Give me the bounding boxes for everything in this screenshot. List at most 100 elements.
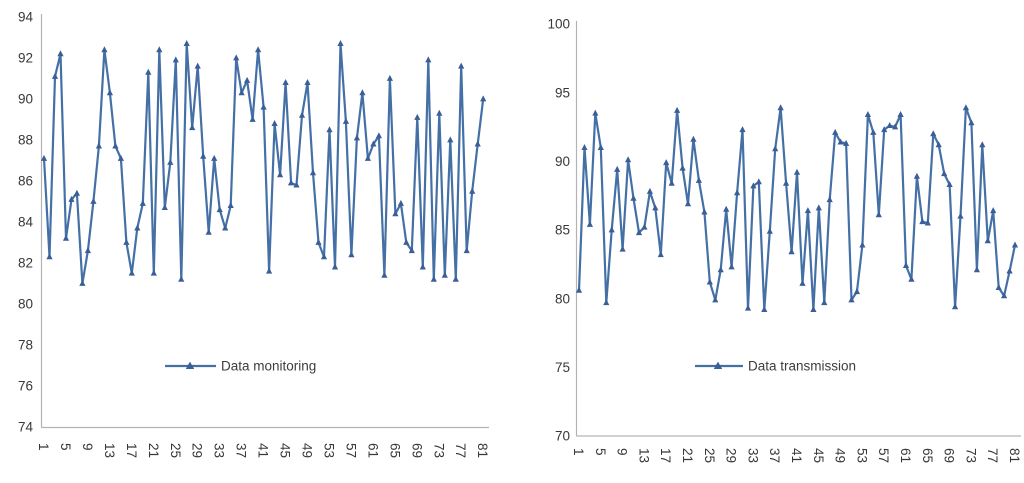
data-point-triangle-marker: [652, 204, 659, 211]
data-point-triangle-marker: [315, 238, 322, 245]
y-tick-label: 100: [547, 17, 570, 32]
data-point-triangle-marker: [293, 181, 300, 188]
x-tick-label: 21: [680, 448, 695, 463]
data-point-triangle-marker: [777, 104, 784, 111]
data-point-triangle-marker: [381, 271, 388, 278]
x-tick-label: 65: [387, 443, 402, 458]
data-point-triangle-marker: [706, 278, 713, 285]
x-tick-label: 13: [636, 448, 651, 463]
data-point-triangle-marker: [973, 266, 980, 273]
data-point-triangle-marker: [734, 189, 741, 196]
data-point-triangle-marker: [266, 267, 273, 274]
data-point-triangle-marker: [641, 223, 648, 230]
x-tick-label: 77: [985, 448, 1000, 463]
data-point-triangle-marker: [40, 154, 48, 161]
data-point-triangle-marker: [233, 54, 240, 61]
data-point-triangle-marker: [674, 106, 681, 113]
data-point-triangle-marker: [271, 120, 278, 126]
data-point-triangle-marker: [62, 234, 70, 241]
data-point-triangle-marker: [469, 187, 476, 194]
data-point-triangle-marker: [772, 145, 779, 152]
left-chart-series: [40, 40, 487, 286]
data-point-triangle-marker: [608, 226, 615, 233]
data-point-triangle-marker: [788, 248, 795, 255]
y-tick-label: 76: [18, 379, 33, 394]
y-tick-label: 88: [18, 133, 33, 148]
data-point-triangle-marker: [870, 128, 877, 135]
left-chart-legend: Data monitoring: [165, 359, 316, 374]
data-point-triangle-marker: [804, 207, 811, 214]
data-point-triangle-marker: [946, 181, 953, 187]
x-tick-label: 41: [256, 443, 271, 458]
data-point-triangle-marker: [222, 224, 229, 231]
data-point-triangle-marker: [178, 275, 185, 282]
y-tick-label: 74: [18, 420, 34, 435]
data-point-triangle-marker: [320, 253, 328, 260]
x-tick-label: 25: [168, 443, 183, 458]
x-tick-label: 9: [80, 443, 95, 451]
data-point-triangle-marker: [597, 144, 604, 150]
data-point-triangle-marker: [581, 144, 588, 150]
data-point-triangle-marker: [255, 46, 262, 53]
data-point-triangle-marker: [859, 241, 866, 248]
y-tick-label: 94: [18, 10, 34, 25]
data-point-triangle-marker: [684, 200, 692, 207]
right-chart: 100 95 90 85 80 75 70 1 5 9 13 17 21 25 29 33 37 41 45 49 5…: [547, 17, 1022, 463]
right-chart-series: [575, 104, 1019, 312]
x-tick-label: 69: [409, 443, 424, 458]
data-point-triangle-marker: [995, 284, 1002, 290]
data-point-triangle-marker: [848, 296, 855, 303]
data-point-triangle-marker: [375, 132, 382, 139]
data-point-triangle-marker: [79, 279, 86, 286]
x-tick-label: 53: [854, 448, 869, 463]
data-point-triangle-marker: [941, 170, 948, 177]
x-tick-label: 17: [658, 448, 673, 463]
data-point-triangle-marker: [353, 134, 360, 141]
x-tick-label: 21: [146, 443, 161, 458]
data-point-triangle-marker: [447, 136, 454, 143]
data-point-triangle-marker: [408, 247, 415, 254]
data-point-triangle-marker: [919, 218, 926, 225]
x-tick-label: 49: [833, 448, 848, 463]
data-point-triangle-marker: [766, 227, 773, 234]
data-point-triangle-marker: [962, 104, 970, 111]
x-tick-label: 17: [124, 443, 139, 458]
y-tick-label: 90: [18, 92, 33, 107]
data-point-triangle-marker: [657, 251, 664, 258]
data-point-triangle-marker: [881, 126, 888, 133]
x-tick-label: 61: [365, 443, 380, 458]
x-tick-label: 81: [1007, 448, 1022, 463]
data-point-triangle-marker: [298, 111, 306, 118]
right-chart-legend: Data transmission: [695, 359, 856, 374]
data-point-triangle-marker: [728, 263, 735, 270]
data-point-triangle-marker: [128, 269, 135, 276]
data-point-triangle-marker: [663, 159, 670, 166]
data-point-triangle-marker: [304, 79, 311, 85]
data-point-triangle-marker: [930, 130, 937, 137]
data-point-triangle-marker: [630, 194, 637, 201]
data-point-triangle-marker: [244, 76, 251, 83]
data-point-triangle-marker: [436, 109, 443, 116]
data-point-triangle-marker: [902, 262, 910, 268]
data-point-triangle-marker: [897, 111, 904, 117]
data-point-triangle-marker: [101, 46, 108, 53]
y-tick-label: 90: [555, 154, 570, 169]
data-point-triangle-marker: [183, 40, 190, 46]
data-point-triangle-marker: [216, 206, 223, 213]
data-point-triangle-marker: [337, 40, 344, 46]
data-point-triangle-marker: [172, 56, 179, 63]
data-point-triangle-marker: [414, 113, 421, 120]
data-point-triangle-marker: [458, 62, 465, 69]
data-point-triangle-marker: [695, 176, 702, 183]
data-point-triangle-marker: [277, 171, 284, 178]
data-point-triangle-marker: [480, 95, 487, 102]
data-point-triangle-marker: [750, 182, 757, 189]
x-tick-label: 13: [102, 443, 117, 458]
data-point-triangle-marker: [793, 168, 801, 175]
x-tick-label: 53: [321, 443, 336, 458]
data-point-triangle-marker: [984, 237, 991, 244]
data-point-triangle-marker: [761, 306, 768, 312]
x-tick-label: 33: [212, 443, 227, 458]
data-point-triangle-marker: [139, 199, 146, 206]
